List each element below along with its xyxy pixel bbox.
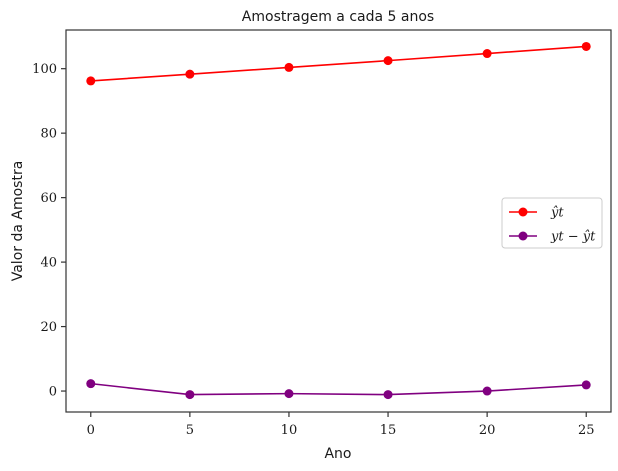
- x-tick-label: 25: [578, 423, 595, 438]
- series-layer: [86, 41, 591, 400]
- data-point: [185, 69, 195, 79]
- y-tick-label: 80: [40, 127, 57, 142]
- chart-title: Amostragem a cada 5 anos: [242, 9, 434, 25]
- x-tick-label: 15: [380, 423, 397, 438]
- data-point: [86, 379, 96, 389]
- y-tick-label: 100: [32, 62, 57, 77]
- legend-marker: [518, 231, 528, 241]
- series-line-0: [90, 45, 587, 82]
- y-tick-label: 0: [49, 385, 57, 400]
- x-tick-label: 5: [186, 423, 194, 438]
- data-point: [482, 386, 492, 396]
- data-point: [86, 76, 96, 86]
- x-axis: 0 5 10 15 20 25: [87, 412, 595, 438]
- data-point: [581, 380, 591, 390]
- y-axis-label: Valor da Amostra: [10, 161, 26, 282]
- data-point: [383, 390, 393, 400]
- plot-frame: [65, 29, 612, 413]
- legend-entry: yt − ŷt: [550, 230, 596, 245]
- data-point: [383, 56, 393, 66]
- y-tick-label: 40: [40, 256, 57, 271]
- y-axis: 0 20 40 60 80 100: [32, 62, 66, 400]
- data-point: [284, 389, 294, 399]
- x-axis-label: Ano: [324, 446, 351, 462]
- y-tick-label: 60: [40, 191, 57, 206]
- legend-entry: ŷt: [550, 206, 564, 221]
- data-point: [482, 49, 492, 59]
- x-tick-label: 10: [281, 423, 298, 438]
- y-tick-label: 20: [40, 320, 57, 335]
- data-point: [185, 390, 195, 400]
- legend: ŷt yt − ŷt: [501, 197, 603, 249]
- data-point: [284, 62, 294, 72]
- data-point: [581, 41, 591, 51]
- series-line-1: [90, 382, 587, 396]
- x-tick-label: 0: [87, 423, 95, 438]
- legend-marker: [518, 207, 528, 217]
- x-tick-label: 20: [479, 423, 496, 438]
